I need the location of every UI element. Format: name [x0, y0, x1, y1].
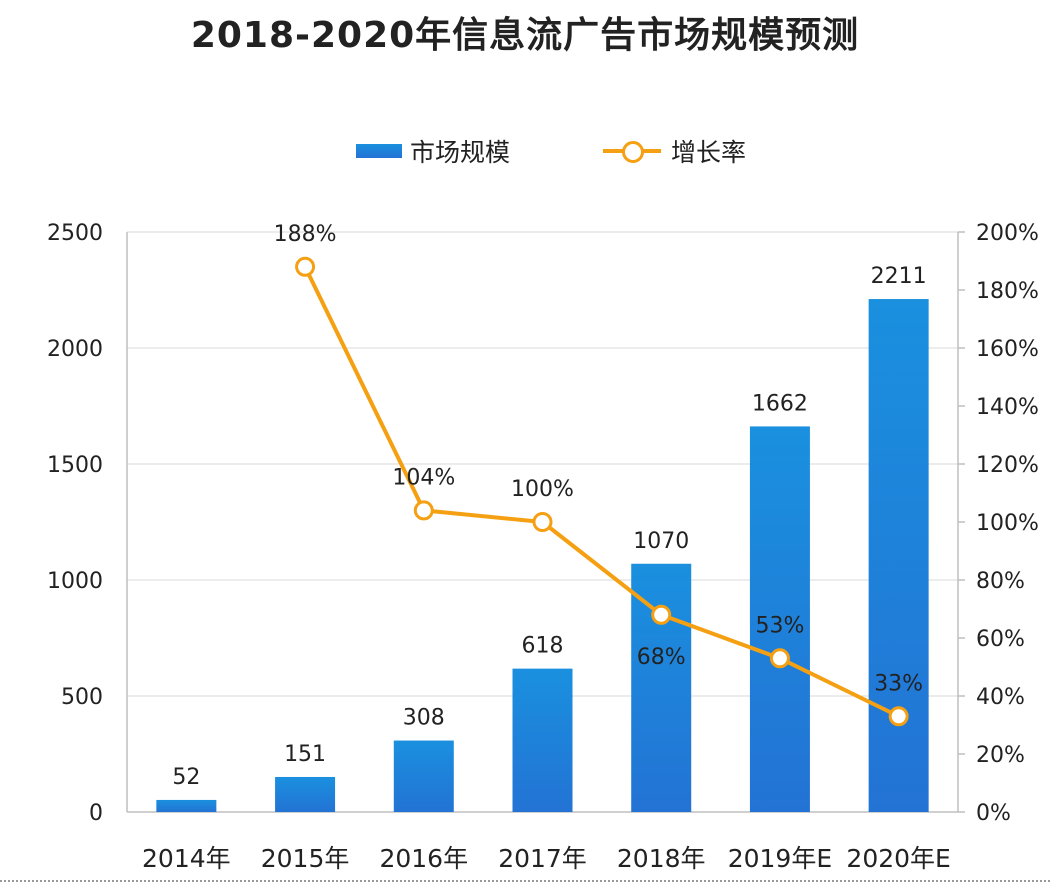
growth-value-label: 100% — [511, 477, 574, 502]
y-right-tick-label: 20% — [976, 743, 1025, 768]
growth-point — [651, 604, 672, 625]
growth-value-label: 68% — [637, 645, 686, 670]
bar — [631, 563, 692, 812]
legend-item-growth-rate: 增长率 — [603, 133, 746, 169]
y-right-tick-label: 40% — [976, 685, 1025, 710]
y-left-tick-label: 0 — [89, 801, 103, 826]
bar-value-label: 151 — [284, 742, 326, 767]
y-left-tick-label: 500 — [61, 685, 103, 710]
bar-value-label: 1662 — [752, 391, 808, 416]
bar-value-label: 52 — [172, 765, 200, 790]
y-right-tick-label: 0% — [976, 801, 1011, 826]
y-left-tick-label: 2500 — [47, 221, 103, 246]
bar-value-label: 2211 — [871, 264, 927, 289]
x-tick-label: 2014年 — [142, 844, 231, 873]
legend-line-symbol — [603, 139, 661, 163]
x-tick-label: 2016年 — [379, 844, 468, 873]
y-right-tick-label: 140% — [976, 395, 1039, 420]
legend-line-label: 增长率 — [671, 138, 747, 167]
bar — [749, 426, 810, 812]
legend-bar-label: 市场规模 — [410, 138, 511, 167]
bar — [868, 299, 929, 813]
x-tick-label: 2017年 — [498, 844, 587, 873]
growth-point — [769, 648, 790, 669]
growth-point — [532, 512, 553, 532]
y-right-tick-label: 200% — [976, 221, 1039, 246]
chart-title: 2018-2020年信息流广告市场规模预测 — [190, 15, 860, 56]
y-right-tick-label: 100% — [976, 511, 1039, 536]
y-right-tick-label: 160% — [976, 337, 1039, 362]
growth-point — [888, 706, 909, 727]
bar-value-label: 1070 — [633, 529, 689, 554]
bar-value-label: 618 — [522, 634, 564, 659]
growth-point — [413, 500, 434, 521]
y-right-tick-label: 60% — [976, 627, 1025, 652]
y-right-tick-label: 80% — [976, 569, 1025, 594]
y-right-tick-label: 180% — [976, 279, 1039, 304]
bar — [275, 776, 336, 812]
growth-line — [303, 265, 900, 719]
x-tick-label: 2015年 — [261, 844, 350, 873]
legend-item-market-size: 市场规模 — [356, 133, 510, 169]
y-left-tick-label: 1000 — [47, 569, 103, 594]
x-tick-label: 2018年 — [617, 844, 706, 873]
growth-value-label: 188% — [274, 222, 337, 247]
y-left-tick-label: 2000 — [47, 337, 103, 362]
y-left-tick-label: 1500 — [47, 453, 103, 478]
legend-bar-swatch — [356, 144, 402, 158]
growth-point — [295, 256, 316, 277]
bar — [512, 668, 573, 812]
bar — [393, 740, 454, 812]
bottom-divider — [0, 880, 1050, 882]
x-tick-label: 2019年E — [728, 844, 832, 873]
growth-value-label: 33% — [874, 671, 923, 696]
bar — [156, 799, 217, 812]
x-tick-label: 2020年E — [846, 844, 950, 873]
growth-value-label: 53% — [755, 613, 804, 638]
bar-value-label: 308 — [403, 706, 445, 731]
growth-value-label: 104% — [392, 465, 455, 490]
y-right-tick-label: 120% — [976, 453, 1039, 478]
